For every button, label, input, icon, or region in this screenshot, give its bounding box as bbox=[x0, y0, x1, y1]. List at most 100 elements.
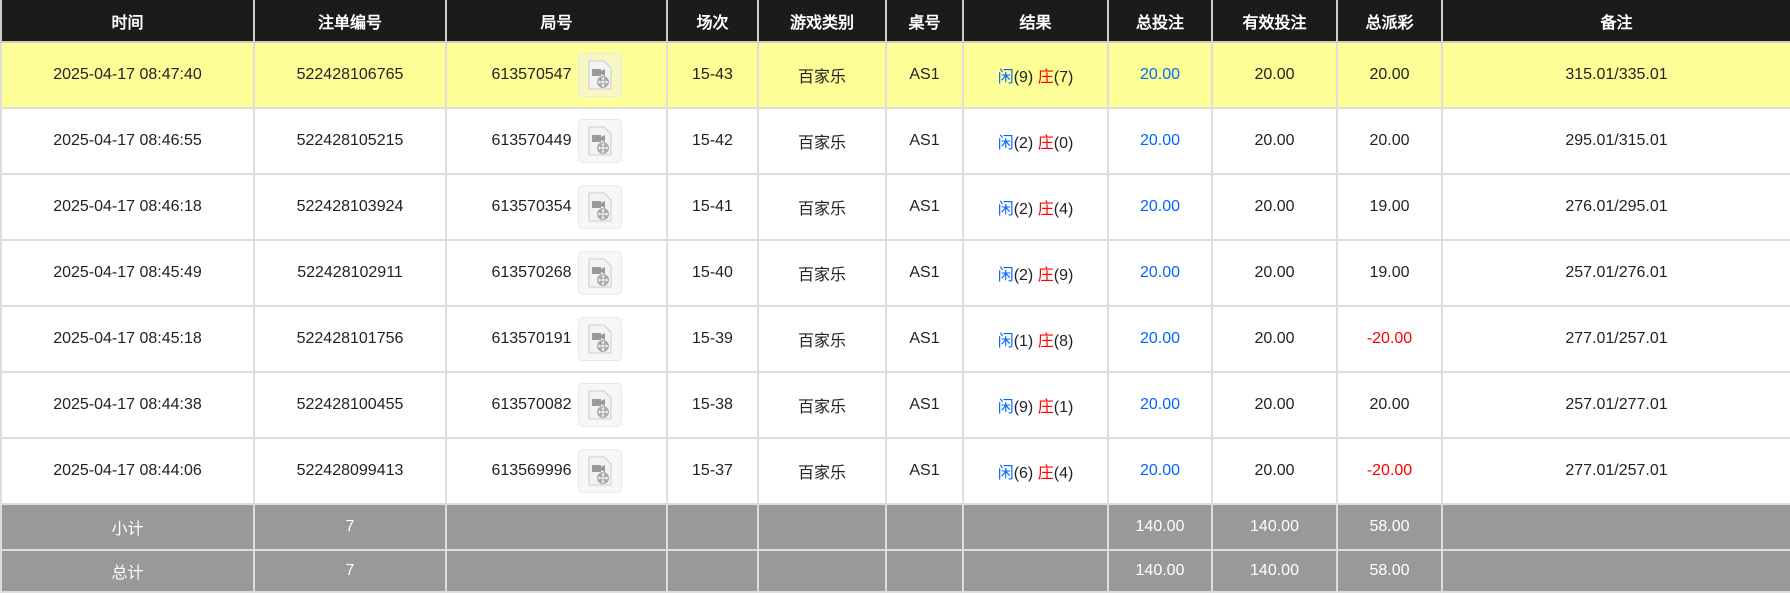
valid-bet: 20.00 bbox=[1211, 107, 1338, 175]
result: 闲(9) 庄(7) bbox=[962, 41, 1109, 109]
total-bet: 20.00 bbox=[1107, 239, 1213, 307]
table-row[interactable]: 2025-04-17 08:44:38 522428100455 6135700… bbox=[0, 371, 1790, 439]
video-file-icon[interactable] bbox=[577, 383, 622, 427]
game-type: 百家乐 bbox=[757, 107, 887, 175]
round-cell: 613570082 bbox=[445, 371, 668, 439]
table-id: AS1 bbox=[885, 371, 964, 439]
banker-label: 庄 bbox=[1037, 135, 1054, 152]
banker-value: (7) bbox=[1053, 69, 1074, 86]
bet-time: 2025-04-17 08:46:18 bbox=[0, 173, 255, 241]
bet-id: 522428101756 bbox=[253, 305, 447, 373]
valid-bet: 20.00 bbox=[1211, 437, 1338, 505]
column-header: 局号 bbox=[445, 0, 668, 43]
player-label: 闲 bbox=[997, 465, 1014, 482]
subtotal-label: 小计 bbox=[0, 503, 255, 551]
note: 277.01/257.01 bbox=[1441, 437, 1790, 505]
valid-bet: 20.00 bbox=[1211, 305, 1338, 373]
player-label: 闲 bbox=[997, 201, 1014, 218]
subtotal-count: 7 bbox=[253, 503, 447, 551]
table-header: 时间 注单编号 局号 场次 游戏类别 桌号 结果 总投注 有效投注 总派彩 备注 bbox=[0, 0, 1790, 43]
video-file-icon[interactable] bbox=[577, 251, 622, 295]
shoe: 15-37 bbox=[666, 437, 759, 505]
payout: 20.00 bbox=[1336, 41, 1443, 109]
video-file-icon[interactable] bbox=[577, 449, 622, 493]
round-cell: 613570449 bbox=[445, 107, 668, 175]
player-label: 闲 bbox=[997, 267, 1014, 284]
column-header: 游戏类别 bbox=[757, 0, 887, 43]
video-file-icon[interactable] bbox=[577, 53, 622, 97]
table-id: AS1 bbox=[885, 41, 964, 109]
column-header: 总投注 bbox=[1107, 0, 1213, 43]
shoe: 15-40 bbox=[666, 239, 759, 307]
bet-time: 2025-04-17 08:47:40 bbox=[0, 41, 255, 109]
table-row[interactable]: 2025-04-17 08:45:49 522428102911 6135702… bbox=[0, 239, 1790, 307]
round-id: 613569996 bbox=[491, 462, 572, 480]
note: 276.01/295.01 bbox=[1441, 173, 1790, 241]
payout: -20.00 bbox=[1336, 305, 1443, 373]
payout: 20.00 bbox=[1336, 107, 1443, 175]
result: 闲(2) 庄(9) bbox=[962, 239, 1109, 307]
total-bet: 20.00 bbox=[1107, 107, 1213, 175]
bet-time: 2025-04-17 08:45:18 bbox=[0, 305, 255, 373]
banker-label: 庄 bbox=[1037, 333, 1054, 350]
banker-label: 庄 bbox=[1037, 69, 1054, 86]
payout: 20.00 bbox=[1336, 371, 1443, 439]
table-row[interactable]: 2025-04-17 08:46:55 522428105215 6135704… bbox=[0, 107, 1790, 175]
column-header: 场次 bbox=[666, 0, 759, 43]
table-row[interactable]: 2025-04-17 08:46:18 522428103924 6135703… bbox=[0, 173, 1790, 241]
video-file-icon[interactable] bbox=[577, 185, 622, 229]
bet-time: 2025-04-17 08:46:55 bbox=[0, 107, 255, 175]
result: 闲(2) 庄(0) bbox=[962, 107, 1109, 175]
valid-bet: 20.00 bbox=[1211, 41, 1338, 109]
game-type: 百家乐 bbox=[757, 437, 887, 505]
total-bet: 20.00 bbox=[1107, 437, 1213, 505]
round-id: 613570354 bbox=[491, 198, 572, 216]
video-file-icon[interactable] bbox=[577, 317, 622, 361]
subtotal-row: 小计 7 140.00 140.00 58.00 bbox=[0, 503, 1790, 551]
table-id: AS1 bbox=[885, 107, 964, 175]
bet-id: 522428100455 bbox=[253, 371, 447, 439]
result: 闲(2) 庄(4) bbox=[962, 173, 1109, 241]
banker-value: (0) bbox=[1053, 135, 1074, 152]
player-value: (2) bbox=[1013, 267, 1034, 284]
banker-value: (9) bbox=[1053, 267, 1074, 284]
table-id: AS1 bbox=[885, 239, 964, 307]
shoe: 15-39 bbox=[666, 305, 759, 373]
column-header: 总派彩 bbox=[1336, 0, 1443, 43]
bet-id: 522428106765 bbox=[253, 41, 447, 109]
table-row[interactable]: 2025-04-17 08:47:40 522428106765 6135705… bbox=[0, 41, 1790, 109]
round-cell: 613570547 bbox=[445, 41, 668, 109]
round-cell: 613570268 bbox=[445, 239, 668, 307]
valid-bet: 20.00 bbox=[1211, 239, 1338, 307]
valid-bet: 20.00 bbox=[1211, 173, 1338, 241]
bet-time: 2025-04-17 08:44:38 bbox=[0, 371, 255, 439]
bet-id: 522428103924 bbox=[253, 173, 447, 241]
payout: -20.00 bbox=[1336, 437, 1443, 505]
result: 闲(1) 庄(8) bbox=[962, 305, 1109, 373]
round-id: 613570191 bbox=[491, 330, 572, 348]
note: 315.01/335.01 bbox=[1441, 41, 1790, 109]
total-row: 总计 7 140.00 140.00 58.00 bbox=[0, 549, 1790, 593]
banker-value: (4) bbox=[1053, 201, 1074, 218]
total-total-bet: 140.00 bbox=[1107, 549, 1213, 593]
bet-time: 2025-04-17 08:44:06 bbox=[0, 437, 255, 505]
player-value: (6) bbox=[1013, 465, 1034, 482]
round-cell: 613570191 bbox=[445, 305, 668, 373]
video-file-icon[interactable] bbox=[577, 119, 622, 163]
total-valid-bet: 140.00 bbox=[1211, 549, 1338, 593]
payout: 19.00 bbox=[1336, 239, 1443, 307]
round-cell: 613569996 bbox=[445, 437, 668, 505]
bet-id: 522428102911 bbox=[253, 239, 447, 307]
round-id: 613570082 bbox=[491, 396, 572, 414]
table-row[interactable]: 2025-04-17 08:45:18 522428101756 6135701… bbox=[0, 305, 1790, 373]
shoe: 15-43 bbox=[666, 41, 759, 109]
player-value: (9) bbox=[1013, 69, 1034, 86]
shoe: 15-38 bbox=[666, 371, 759, 439]
table-row[interactable]: 2025-04-17 08:44:06 522428099413 6135699… bbox=[0, 437, 1790, 505]
column-header: 桌号 bbox=[885, 0, 964, 43]
game-type: 百家乐 bbox=[757, 305, 887, 373]
valid-bet: 20.00 bbox=[1211, 371, 1338, 439]
column-header: 备注 bbox=[1441, 0, 1790, 43]
subtotal-total-bet: 140.00 bbox=[1107, 503, 1213, 551]
